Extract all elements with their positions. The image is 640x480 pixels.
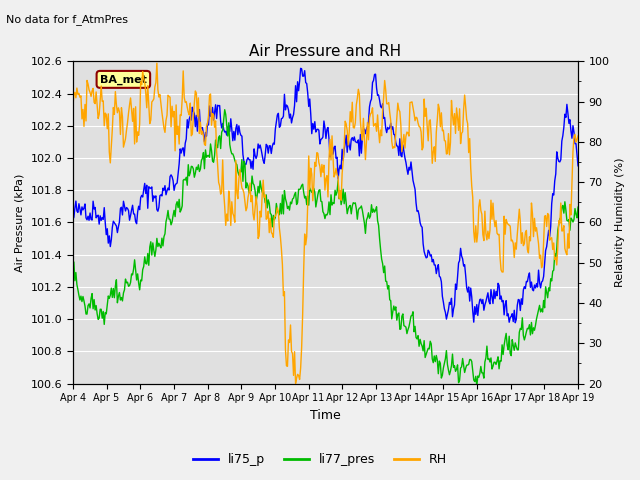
Y-axis label: Air Pressure (kPa): Air Pressure (kPa): [15, 173, 25, 272]
Text: No data for f_AtmPres: No data for f_AtmPres: [6, 14, 129, 25]
Text: BA_met: BA_met: [100, 74, 147, 84]
Legend: li75_p, li77_pres, RH: li75_p, li77_pres, RH: [188, 448, 452, 471]
X-axis label: Time: Time: [310, 409, 341, 422]
Title: Air Pressure and RH: Air Pressure and RH: [250, 44, 401, 59]
Y-axis label: Relativity Humidity (%): Relativity Humidity (%): [615, 158, 625, 287]
